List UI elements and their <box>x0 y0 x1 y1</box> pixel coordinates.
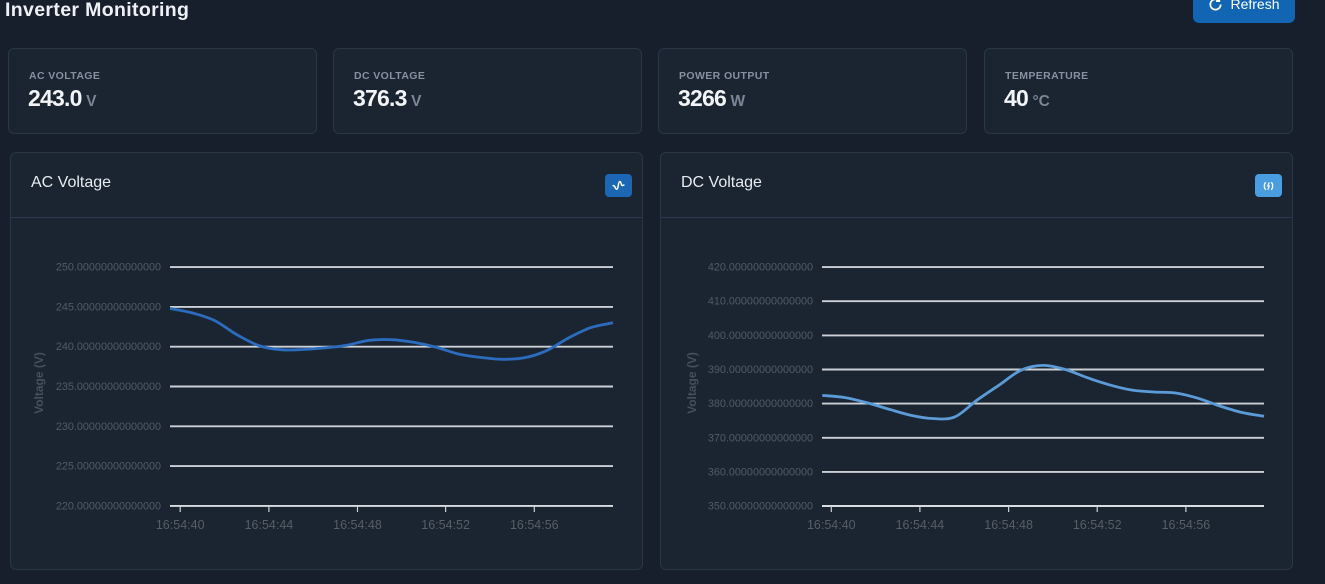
svg-text:250.00000000000000: 250.00000000000000 <box>56 262 161 274</box>
svg-text:Voltage (V): Voltage (V) <box>685 352 699 414</box>
svg-text:220.00000000000000: 220.00000000000000 <box>56 500 161 512</box>
svg-text:360.00000000000000: 360.00000000000000 <box>708 466 813 478</box>
svg-text:245.00000000000000: 245.00000000000000 <box>56 301 161 313</box>
svg-text:350.00000000000000: 350.00000000000000 <box>708 501 813 513</box>
svg-text:16:54:56: 16:54:56 <box>1162 518 1211 532</box>
svg-text:380.00000000000000: 380.00000000000000 <box>708 398 813 410</box>
svg-text:420.00000000000000: 420.00000000000000 <box>708 262 813 274</box>
svg-text:370.00000000000000: 370.00000000000000 <box>708 432 813 444</box>
svg-text:240.00000000000000: 240.00000000000000 <box>56 341 161 353</box>
svg-text:16:54:44: 16:54:44 <box>245 518 294 532</box>
svg-text:16:54:48: 16:54:48 <box>984 518 1033 532</box>
svg-text:410.00000000000000: 410.00000000000000 <box>708 296 813 308</box>
svg-text:400.00000000000000: 400.00000000000000 <box>708 330 813 342</box>
svg-text:16:54:52: 16:54:52 <box>1073 518 1122 532</box>
svg-text:16:54:48: 16:54:48 <box>333 518 382 532</box>
svg-text:235.00000000000000: 235.00000000000000 <box>56 381 161 393</box>
svg-text:16:54:56: 16:54:56 <box>510 518 559 532</box>
svg-text:16:54:44: 16:54:44 <box>896 518 945 532</box>
svg-text:16:54:40: 16:54:40 <box>807 518 856 532</box>
svg-text:16:54:52: 16:54:52 <box>421 518 470 532</box>
svg-text:225.00000000000000: 225.00000000000000 <box>56 461 161 473</box>
svg-text:Voltage (V): Voltage (V) <box>32 352 46 414</box>
svg-text:390.00000000000000: 390.00000000000000 <box>708 364 813 376</box>
svg-text:16:54:40: 16:54:40 <box>156 518 205 532</box>
svg-text:230.00000000000000: 230.00000000000000 <box>56 421 161 433</box>
